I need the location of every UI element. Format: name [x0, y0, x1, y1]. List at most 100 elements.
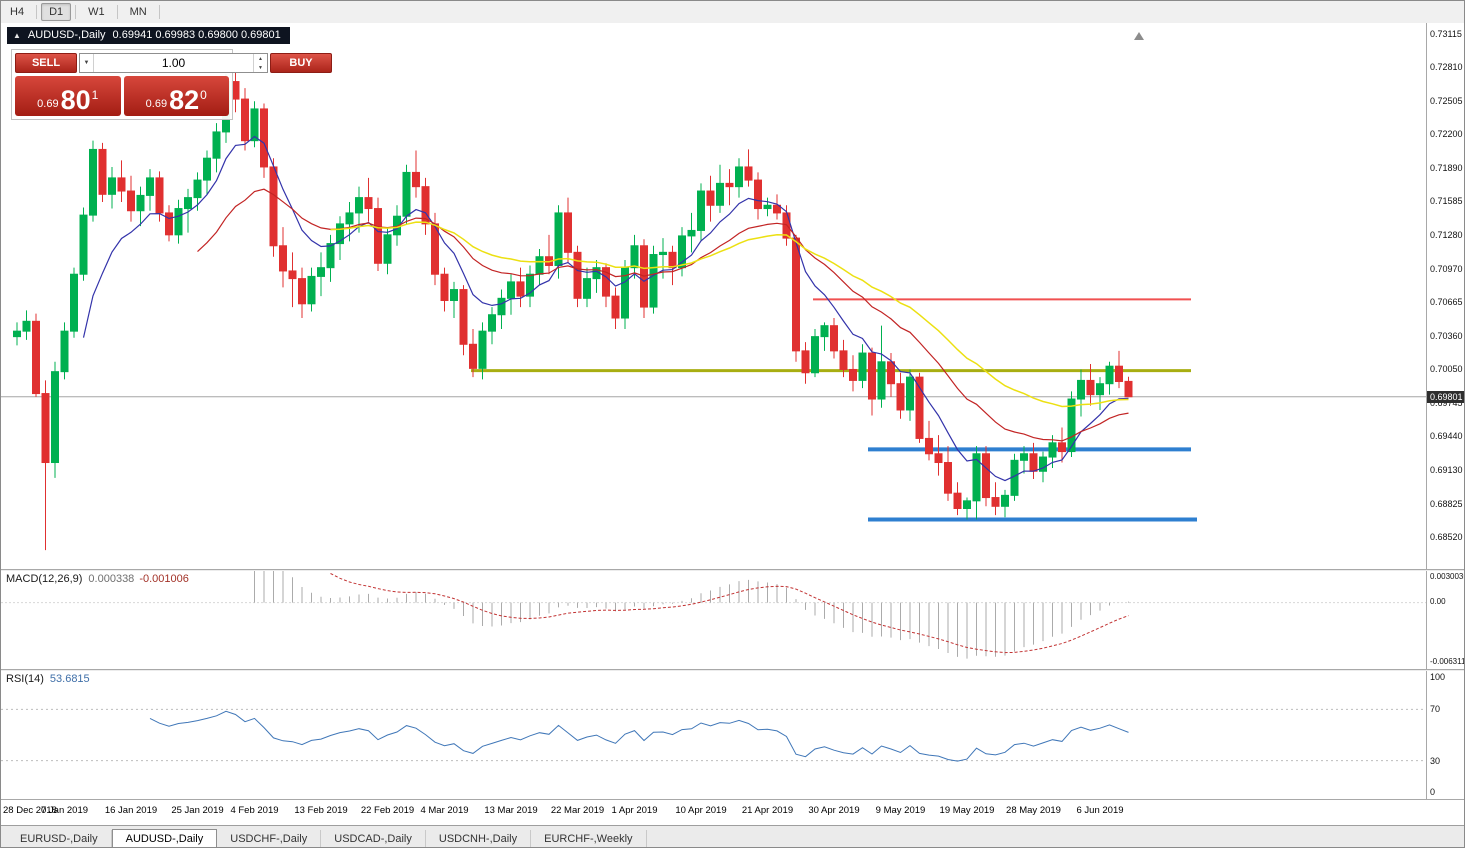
chart-tab-usdcad-daily[interactable]: USDCAD-,Daily — [321, 830, 426, 847]
candle — [488, 314, 496, 332]
chart-tab-audusd-daily[interactable]: AUDUSD-,Daily — [111, 829, 218, 847]
timeframe-button-w1[interactable]: W1 — [88, 6, 105, 18]
sell-button[interactable]: SELL — [15, 53, 77, 73]
candle — [583, 278, 591, 299]
rsi-label: RSI(14) 53.6815 — [6, 673, 90, 685]
moving-average-line — [197, 188, 1129, 442]
price-label: 0.68825 — [1430, 498, 1463, 509]
price-label: 0.72505 — [1430, 95, 1463, 106]
candle — [839, 350, 848, 370]
candle — [117, 177, 126, 192]
candle — [668, 251, 677, 269]
candle — [858, 352, 867, 381]
sell-price-tile[interactable]: 0.69 80 1 — [15, 76, 121, 116]
candle — [1020, 453, 1028, 461]
price-label: 0.71585 — [1430, 196, 1463, 207]
candle — [507, 281, 515, 299]
rsi-scale-label: 30 — [1430, 755, 1441, 766]
macd-scale: 0.0030035 0.00 -0.0063114 — [1426, 571, 1464, 669]
candle — [336, 223, 344, 245]
candle — [849, 368, 857, 381]
volume-input[interactable] — [94, 54, 253, 72]
candle — [421, 186, 430, 225]
candle — [260, 108, 268, 168]
volume-spinner: ▲ ▼ — [253, 54, 267, 72]
price-label: 0.71890 — [1430, 163, 1463, 174]
candle — [13, 330, 21, 338]
rsi-scale-label: 0 — [1430, 787, 1436, 797]
candle — [203, 157, 211, 181]
timeframe-button-d1[interactable]: D1 — [41, 3, 72, 21]
candle — [630, 245, 639, 269]
toolbar-separator — [36, 5, 38, 19]
price-label: 0.72810 — [1430, 62, 1463, 73]
candle — [450, 289, 458, 302]
price-label: 0.68520 — [1430, 531, 1463, 542]
date-label: 4 Feb 2019 — [230, 805, 279, 816]
price-label: 0.73115 — [1430, 28, 1462, 39]
candle — [355, 197, 363, 214]
candle — [22, 320, 31, 332]
candle — [564, 212, 572, 253]
candle — [440, 273, 449, 302]
candle — [497, 297, 506, 316]
macd-indicator-panel[interactable]: MACD(12,26,9) 0.000338 -0.001006 — [1, 571, 1426, 669]
sell-price-point: 1 — [91, 88, 99, 102]
candle — [877, 361, 886, 400]
candle — [288, 270, 297, 280]
chart-tab-bar: EURUSD-,Daily AUDUSD-,Daily USDCHF-,Daily U… — [1, 825, 1464, 847]
timeframe-button-mn[interactable]: MN — [129, 6, 147, 18]
volume-down-icon[interactable]: ▼ — [258, 64, 263, 71]
rsi-indicator-panel[interactable]: RSI(14) 53.6815 — [1, 671, 1426, 799]
candle — [811, 336, 819, 374]
candle — [963, 500, 971, 509]
candle — [307, 275, 316, 305]
axis-divider — [1, 799, 1464, 800]
panel-splitter[interactable] — [1, 569, 1464, 572]
candle — [279, 245, 287, 272]
candle — [887, 361, 895, 385]
volume-up-icon[interactable]: ▲ — [258, 55, 263, 62]
candle — [925, 437, 933, 455]
price-scale[interactable]: 0.73115 0.72810 0.72505 0.72200 0.71890 0.715… — [1426, 23, 1464, 569]
candle — [136, 194, 145, 212]
date-axis[interactable]: 28 Dec 2018 7 Jan 2019 16 Jan 2019 25 Jan 2… — [1, 800, 1464, 825]
chart-ohlc-values: 0.69941 0.69983 0.69800 0.69801 — [112, 29, 281, 41]
candle — [535, 256, 544, 275]
candle — [1096, 383, 1104, 396]
candle — [706, 190, 715, 206]
candle — [1058, 442, 1066, 453]
candle — [127, 190, 135, 212]
macd-signal-line — [330, 573, 1129, 654]
candle — [469, 343, 477, 369]
date-label: 22 Mar 2019 — [550, 805, 605, 816]
candle — [649, 254, 658, 308]
chart-title: ▲ AUDUSD-,Daily 0.69941 0.69983 0.69800 … — [7, 27, 290, 44]
buy-price-tile[interactable]: 0.69 82 0 — [123, 76, 229, 116]
date-label: 21 Apr 2019 — [741, 805, 794, 816]
candle — [944, 462, 952, 494]
price-label: 0.72200 — [1430, 129, 1463, 140]
candle — [982, 453, 990, 499]
candle — [79, 214, 88, 275]
price-chart-panel[interactable]: ▲ AUDUSD-,Daily 0.69941 0.69983 0.69800 … — [1, 23, 1426, 569]
date-label: 1 Apr 2019 — [611, 805, 658, 816]
candle — [725, 182, 734, 188]
buy-button[interactable]: BUY — [270, 53, 332, 73]
panel-splitter[interactable] — [1, 669, 1464, 672]
volume-dropdown-icon[interactable]: ▼ — [80, 54, 94, 72]
chart-tab-eurchf-weekly[interactable]: EURCHF-,Weekly — [531, 830, 647, 847]
candle — [716, 182, 724, 206]
up-triangle-icon: ▲ — [13, 30, 21, 40]
rsi-scale: 100 70 30 0 — [1426, 671, 1464, 799]
candlestick-chart[interactable] — [1, 23, 1426, 569]
candle — [820, 325, 829, 338]
chart-tab-eurusd-daily[interactable]: EURUSD-,Daily — [7, 830, 112, 847]
chart-tab-usdchf-daily[interactable]: USDCHF-,Daily — [217, 830, 322, 847]
candle — [896, 383, 905, 411]
timeframe-button-h4[interactable]: H4 — [10, 6, 25, 18]
macd-main-value: 0.000338 — [88, 573, 135, 585]
chart-tab-usdcnh-daily[interactable]: USDCNH-,Daily — [426, 830, 532, 847]
candle — [744, 166, 753, 181]
date-label: 7 Jan 2019 — [40, 805, 89, 816]
